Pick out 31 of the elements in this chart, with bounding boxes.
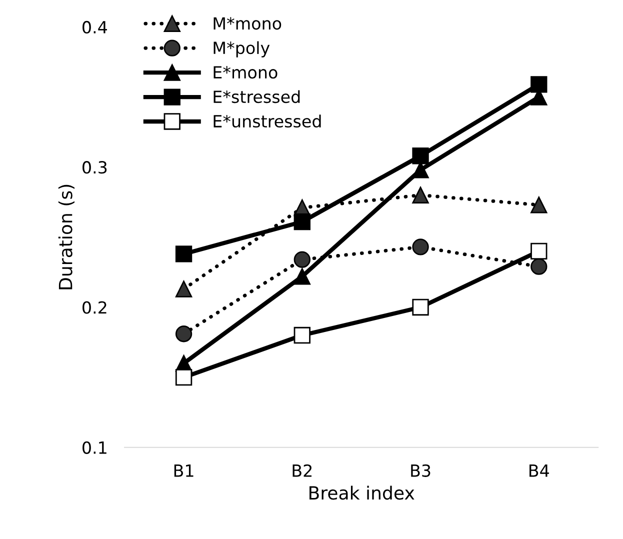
legend-label: M*poly	[214, 41, 270, 58]
point	[175, 280, 192, 298]
legend-label: E*unstressed	[214, 114, 321, 128]
point	[175, 246, 192, 262]
point	[530, 258, 548, 275]
y-tick-label: 0.2	[82, 301, 106, 314]
y-tick-label: 0.3	[82, 161, 107, 174]
point	[294, 268, 310, 285]
point	[294, 213, 310, 230]
legend-label: E*stressed	[214, 90, 300, 104]
point	[412, 148, 429, 164]
point	[412, 186, 429, 204]
y-tick-label: 0.1	[82, 441, 106, 454]
point	[175, 326, 192, 342]
point	[530, 196, 548, 214]
x-tick-label: B3	[411, 464, 430, 477]
x-tick-label: B2	[292, 464, 312, 477]
point	[412, 298, 429, 316]
point	[294, 251, 310, 268]
x-tick-label: B1	[174, 464, 194, 477]
legend-label: M*mono	[214, 17, 282, 30]
point	[175, 368, 192, 386]
legend-label: E*mono	[214, 66, 278, 79]
y-tick-label: 0.4	[82, 20, 107, 34]
point	[530, 76, 548, 93]
x-axis-title: Break index	[310, 486, 414, 500]
point	[294, 326, 310, 344]
point	[530, 242, 548, 260]
x-tick-label: B4	[530, 464, 549, 477]
y-axis-title: Duration (s)	[58, 184, 74, 290]
point	[412, 238, 429, 256]
